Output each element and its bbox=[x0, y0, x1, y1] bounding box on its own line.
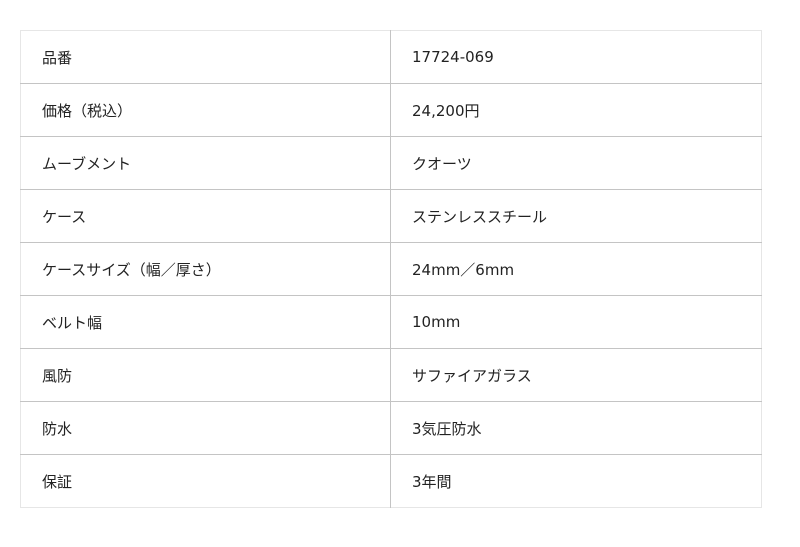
spec-label: 風防 bbox=[20, 348, 391, 402]
table-row: ムーブメント クオーツ bbox=[20, 136, 762, 190]
spec-value: ステンレススチール bbox=[390, 189, 762, 243]
spec-value: 17724-069 bbox=[412, 48, 494, 66]
table-row: 価格（税込） 24,200円 bbox=[20, 83, 762, 137]
spec-label: ベルト幅 bbox=[20, 295, 391, 349]
spec-value: 3気圧防水 bbox=[390, 401, 762, 455]
table-row: 防水 3気圧防水 bbox=[20, 401, 762, 455]
spec-value: 3年間 bbox=[390, 454, 762, 508]
spec-value: クオーツ bbox=[390, 136, 762, 190]
table-row: 風防 サファイアガラス bbox=[20, 348, 762, 402]
spec-value: 24,200円 bbox=[390, 83, 762, 137]
spec-label: 防水 bbox=[20, 401, 391, 455]
spec-value: 10mm bbox=[390, 295, 762, 349]
spec-label: 価格（税込） bbox=[20, 83, 391, 137]
table-row: ケースサイズ（幅／厚さ） 24mm／6mm bbox=[20, 242, 762, 296]
table-row: ケース ステンレススチール bbox=[20, 189, 762, 243]
spec-label: ムーブメント bbox=[20, 136, 391, 190]
spec-label: ケース bbox=[20, 189, 391, 243]
spec-label: ケースサイズ（幅／厚さ） bbox=[20, 242, 391, 296]
spec-value: サファイアガラス bbox=[390, 348, 762, 402]
spec-table: 品番 17724-069 価格（税込） 24,200円 ムーブメント クオーツ ケース ステン… bbox=[20, 30, 762, 508]
table-row: ベルト幅 10mm bbox=[20, 295, 762, 349]
spec-value: 24mm／6mm bbox=[390, 242, 762, 296]
table-row: 品番 17724-069 bbox=[20, 30, 762, 84]
spec-label: 保証 bbox=[20, 454, 391, 508]
spec-label: 品番 bbox=[20, 30, 391, 84]
table-row: 保証 3年間 bbox=[20, 454, 762, 508]
